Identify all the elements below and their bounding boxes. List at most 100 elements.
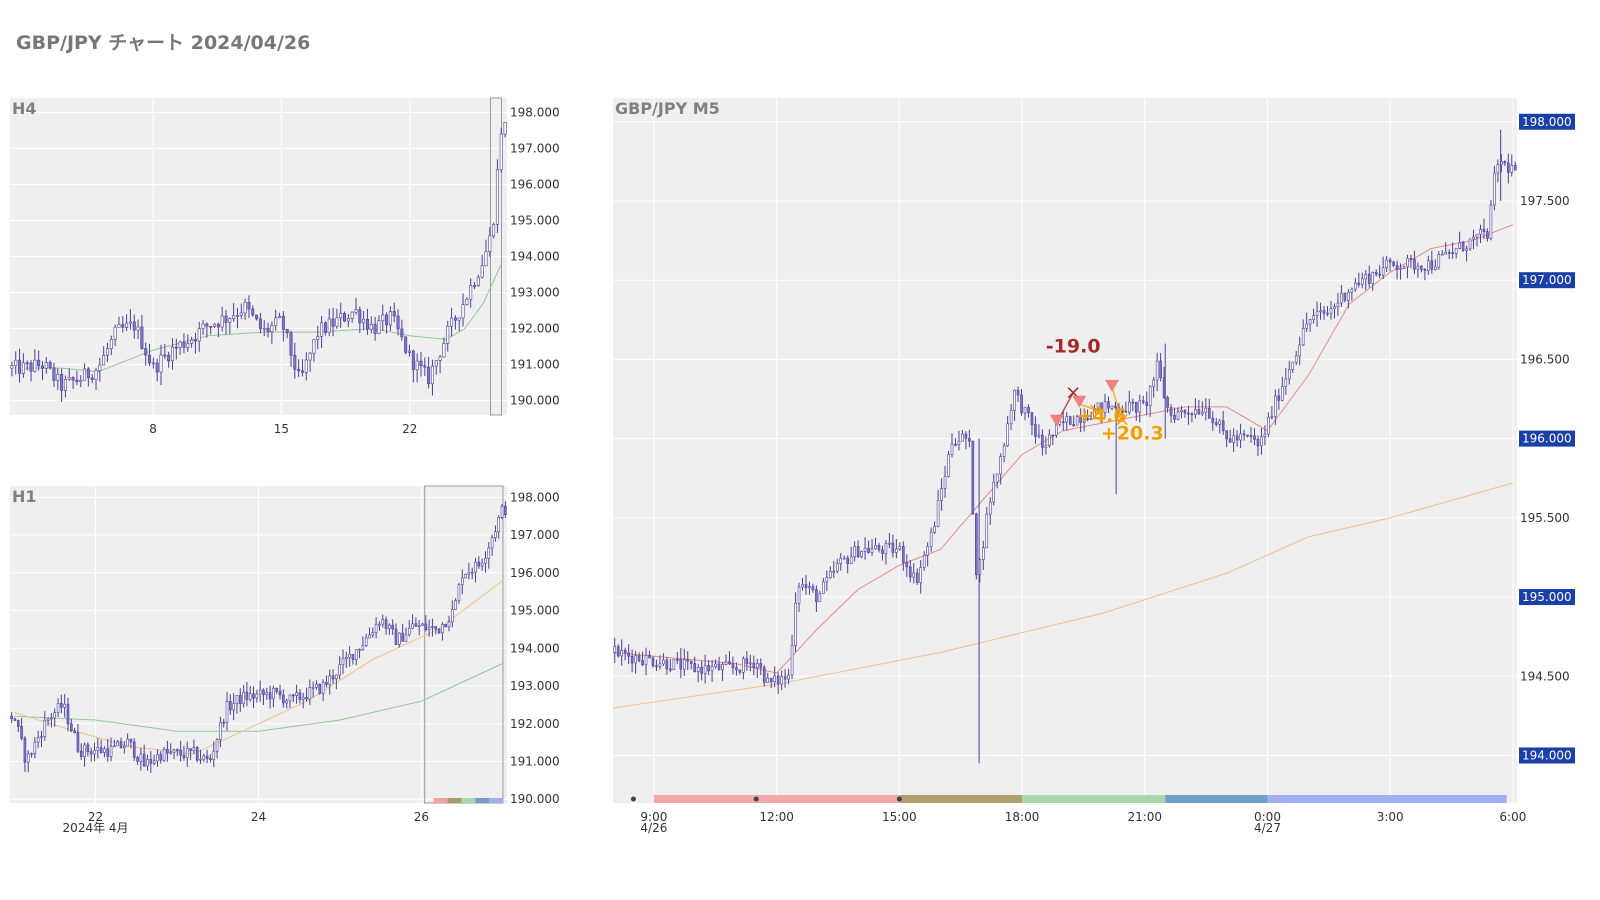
x-tick-label: 22 xyxy=(402,422,417,436)
trade-result-label: -19.0 xyxy=(1046,336,1101,358)
candle-body xyxy=(1347,291,1350,301)
candle-body xyxy=(1009,410,1013,425)
candle-body xyxy=(1385,259,1388,268)
candle-body xyxy=(1416,265,1420,270)
y-tick-highlight-box xyxy=(1519,747,1575,764)
candle-body xyxy=(325,682,328,685)
candle-body xyxy=(473,285,477,287)
candle-body xyxy=(10,715,13,719)
trade-line xyxy=(1079,403,1096,411)
candle-body xyxy=(818,592,822,603)
candle-body xyxy=(315,683,318,688)
candle-body xyxy=(176,749,179,752)
candle-body xyxy=(408,350,412,353)
candle-body xyxy=(1221,420,1225,431)
h1-chart-panel[interactable]: 198.000 197.000 196.000 195.000 194.000 193.0… xyxy=(0,485,590,860)
candle-body xyxy=(1169,407,1173,416)
candle-body xyxy=(163,354,167,357)
candle-body xyxy=(1061,421,1065,424)
candle-body xyxy=(252,693,255,699)
ma-orange-line xyxy=(612,482,1514,709)
candle-body xyxy=(13,718,17,721)
candle-body xyxy=(1381,267,1385,276)
h4-chart-panel[interactable]: 198.000 197.000 196.000 195.000 194.000 193.0… xyxy=(0,90,590,450)
panel-title: H4 xyxy=(12,99,37,118)
candle-body xyxy=(981,547,985,560)
candle-body xyxy=(75,379,79,382)
candle-body xyxy=(378,623,381,626)
candle-body xyxy=(159,754,163,761)
m5-chart-panel[interactable]: 198.000 197.500 197.000 196.500 196.000 195.5… xyxy=(610,90,1600,870)
candle-body xyxy=(335,317,339,327)
candle-body xyxy=(1503,161,1507,164)
candle-body xyxy=(434,360,438,367)
candle-body xyxy=(219,721,222,740)
candle-body xyxy=(79,379,83,382)
candle-body xyxy=(1214,422,1218,425)
candle-body xyxy=(341,658,345,665)
candle-body xyxy=(151,362,155,365)
candle-body xyxy=(255,693,259,699)
candle-body xyxy=(1291,361,1295,370)
ma-green-line xyxy=(14,662,504,732)
candle-body xyxy=(25,362,29,365)
candle-body xyxy=(285,700,288,704)
candle-body xyxy=(787,674,790,680)
candle-body xyxy=(1121,410,1124,413)
x-date-label: 4/26 xyxy=(640,821,667,835)
candle-body xyxy=(411,350,415,370)
candle-body xyxy=(985,513,989,549)
candle-body xyxy=(853,546,856,558)
candle-body xyxy=(179,749,182,756)
y-tick-label: 195.000 xyxy=(510,213,560,227)
candle-body xyxy=(1037,434,1041,437)
candle-body xyxy=(197,328,201,342)
candle-body xyxy=(212,750,216,760)
candle-body xyxy=(423,365,427,368)
candle-body xyxy=(1044,445,1048,448)
h1-chart-svg[interactable]: 198.000 197.000 196.000 195.000 194.000 193.0… xyxy=(0,485,590,860)
candle-body xyxy=(1420,265,1423,270)
candle-body xyxy=(1326,312,1329,315)
candle-body xyxy=(1180,410,1183,412)
candle-body xyxy=(487,547,491,559)
x-tick-label: 9:00 xyxy=(640,810,667,824)
candle-body xyxy=(912,572,916,578)
candle-body xyxy=(749,662,752,665)
candle-body xyxy=(411,623,414,629)
candle-body xyxy=(470,571,474,574)
candle-body xyxy=(679,659,683,670)
candle-body xyxy=(1444,252,1448,255)
candle-body xyxy=(1002,445,1006,457)
candle-body xyxy=(504,505,507,515)
h4-chart-svg[interactable]: 198.000 197.000 196.000 195.000 194.000 193.0… xyxy=(0,90,590,450)
y-tick-highlight-box xyxy=(1519,113,1575,130)
candle-body xyxy=(1124,411,1128,413)
candle-body xyxy=(278,315,282,319)
candle-body xyxy=(769,677,773,682)
candle-body xyxy=(381,314,385,321)
candle-body xyxy=(1458,242,1461,249)
candle-body xyxy=(1281,386,1284,401)
candle-body xyxy=(1228,438,1232,443)
candle-body xyxy=(371,632,375,636)
candle-body xyxy=(1148,385,1152,406)
sell-marker xyxy=(1072,395,1087,408)
candle-body xyxy=(1454,248,1458,254)
candle-body xyxy=(1270,416,1274,418)
candle-body xyxy=(1315,311,1319,316)
candle-body xyxy=(940,488,943,501)
candle-body xyxy=(497,517,501,532)
candle-body xyxy=(132,321,136,331)
y-tick-label: 196.000 xyxy=(510,566,560,580)
x-tick-label: 12:00 xyxy=(759,810,794,824)
candle-body xyxy=(1079,416,1082,423)
candle-body xyxy=(484,251,488,267)
candle-body xyxy=(156,754,159,762)
candle-body xyxy=(1489,204,1493,239)
m5-chart-svg[interactable]: 198.000 197.500 197.000 196.500 196.000 195.5… xyxy=(610,90,1600,870)
candle-body xyxy=(721,664,724,671)
candle-body xyxy=(321,682,325,694)
candle-body xyxy=(870,548,874,553)
candle-body xyxy=(76,732,80,752)
